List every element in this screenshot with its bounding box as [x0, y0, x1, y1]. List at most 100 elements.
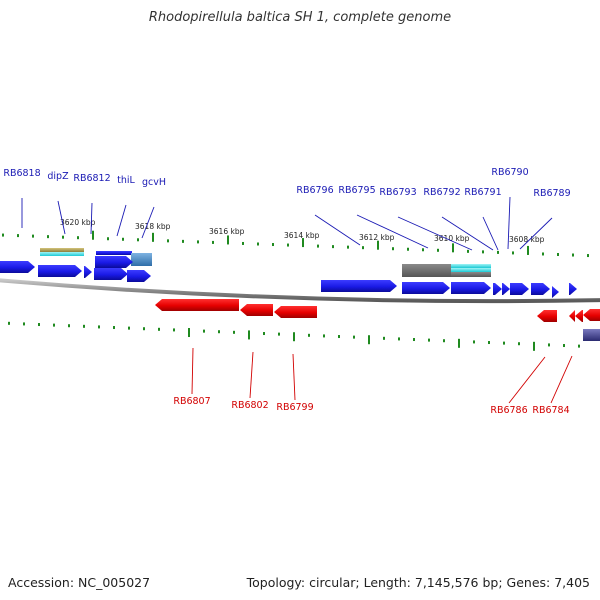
minor-tick — [218, 330, 220, 334]
leader-line — [191, 347, 194, 395]
scale-label: 3618 kbp — [135, 222, 171, 231]
scale-label: 3610 kbp — [434, 234, 470, 243]
minor-tick — [272, 243, 274, 247]
scale-label: 3614 kbp — [284, 231, 320, 240]
reverse-gene-arrow — [537, 310, 557, 322]
leader-line — [116, 204, 127, 237]
reverse-gene-arrow — [155, 299, 239, 311]
minor-tick — [323, 334, 325, 338]
forward-gene-label: RB6792 — [423, 187, 460, 198]
minor-tick — [137, 238, 139, 242]
leader-line — [356, 214, 429, 249]
minor-tick — [548, 343, 550, 347]
scale-ticks — [2, 230, 589, 351]
minor-tick — [338, 335, 340, 339]
minor-tick — [167, 239, 169, 243]
reverse-gene-label: RB6807 — [173, 396, 210, 407]
minor-tick — [47, 235, 49, 239]
minor-tick — [113, 326, 115, 330]
reverse-gene-label: RB6784 — [532, 405, 569, 416]
minor-tick — [497, 250, 499, 254]
misc-feature-bar — [40, 248, 84, 252]
forward-gene-arrow — [0, 261, 35, 273]
minor-tick — [122, 237, 124, 241]
minor-tick — [317, 244, 319, 248]
forward-gene-label: RB6793 — [379, 187, 416, 198]
forward-gene-label: thiL — [117, 175, 135, 186]
major-tick — [248, 330, 250, 340]
minor-tick — [38, 323, 40, 327]
major-tick — [152, 232, 154, 242]
major-tick — [188, 328, 190, 338]
minor-tick — [443, 339, 445, 343]
minor-tick — [8, 321, 10, 325]
leader-line — [397, 216, 473, 251]
minor-tick — [383, 336, 385, 340]
forward-gene-arrow — [95, 256, 133, 268]
minor-tick — [308, 333, 310, 337]
minor-tick — [98, 325, 100, 329]
minor-tick — [572, 253, 574, 257]
minor-tick — [128, 326, 130, 330]
forward-gene-arrow — [531, 283, 550, 295]
forward-gene-label: RB6789 — [533, 188, 570, 199]
leader-line — [519, 217, 553, 250]
minor-tick — [173, 328, 175, 332]
minor-tick — [362, 246, 364, 250]
leader-line — [249, 351, 254, 399]
forward-gene-arrow — [502, 283, 510, 295]
gene-track — [0, 256, 600, 322]
minor-tick — [2, 233, 4, 237]
minor-tick — [83, 324, 85, 328]
scale-label: 3616 kbp — [209, 227, 245, 236]
reverse-gene-arrow — [575, 310, 583, 322]
major-tick — [293, 332, 295, 342]
minor-tick — [488, 341, 490, 345]
minor-tick — [182, 239, 184, 243]
forward-gene-label: RB6796 — [296, 185, 333, 196]
leader-line — [441, 216, 494, 251]
minor-tick — [278, 332, 280, 336]
minor-tick — [197, 240, 199, 244]
scale-label: 3620 kbp — [60, 218, 96, 227]
minor-tick — [587, 254, 589, 258]
repeat-region-bar — [402, 264, 452, 277]
minor-tick — [53, 323, 55, 327]
minor-tick — [503, 341, 505, 345]
reverse-gene-arrow — [569, 310, 575, 322]
forward-gene-label: RB6818 — [3, 168, 40, 179]
major-tick — [377, 240, 379, 250]
major-tick — [92, 230, 94, 240]
feature-track — [40, 248, 600, 341]
forward-gene-arrow — [84, 266, 92, 278]
gene-labels: 3620 kbp 3618 kbp 3616 kbp 3614 kbp 3612 kbp… — [3, 167, 573, 416]
minor-tick — [407, 247, 409, 251]
genome-summary-text: Topology: circular; Length: 7,145,576 bp… — [246, 575, 590, 590]
scale-label: 3608 kbp — [509, 235, 545, 244]
reverse-gene-arrow — [274, 306, 317, 318]
forward-gene-arrow — [510, 283, 529, 295]
minor-tick — [542, 252, 544, 256]
minor-tick — [203, 329, 205, 333]
major-tick — [302, 238, 304, 248]
minor-tick — [242, 241, 244, 245]
forward-gene-label: RB6791 — [464, 187, 501, 198]
minor-tick — [143, 327, 145, 331]
leader-line — [550, 355, 573, 404]
minor-tick — [557, 252, 559, 256]
leader-line — [57, 200, 66, 235]
minor-tick — [17, 234, 19, 238]
leader-line — [90, 202, 93, 235]
forward-gene-arrow — [569, 283, 577, 295]
minor-tick — [23, 322, 25, 326]
minor-tick — [233, 330, 235, 334]
major-tick — [458, 338, 460, 348]
genome-backbone — [0, 278, 600, 304]
minor-tick — [473, 340, 475, 344]
reverse-gene-label: RB6802 — [231, 400, 268, 411]
leader-line — [482, 216, 499, 251]
leader-line — [292, 353, 296, 401]
minor-tick — [422, 248, 424, 252]
minor-tick — [392, 247, 394, 251]
